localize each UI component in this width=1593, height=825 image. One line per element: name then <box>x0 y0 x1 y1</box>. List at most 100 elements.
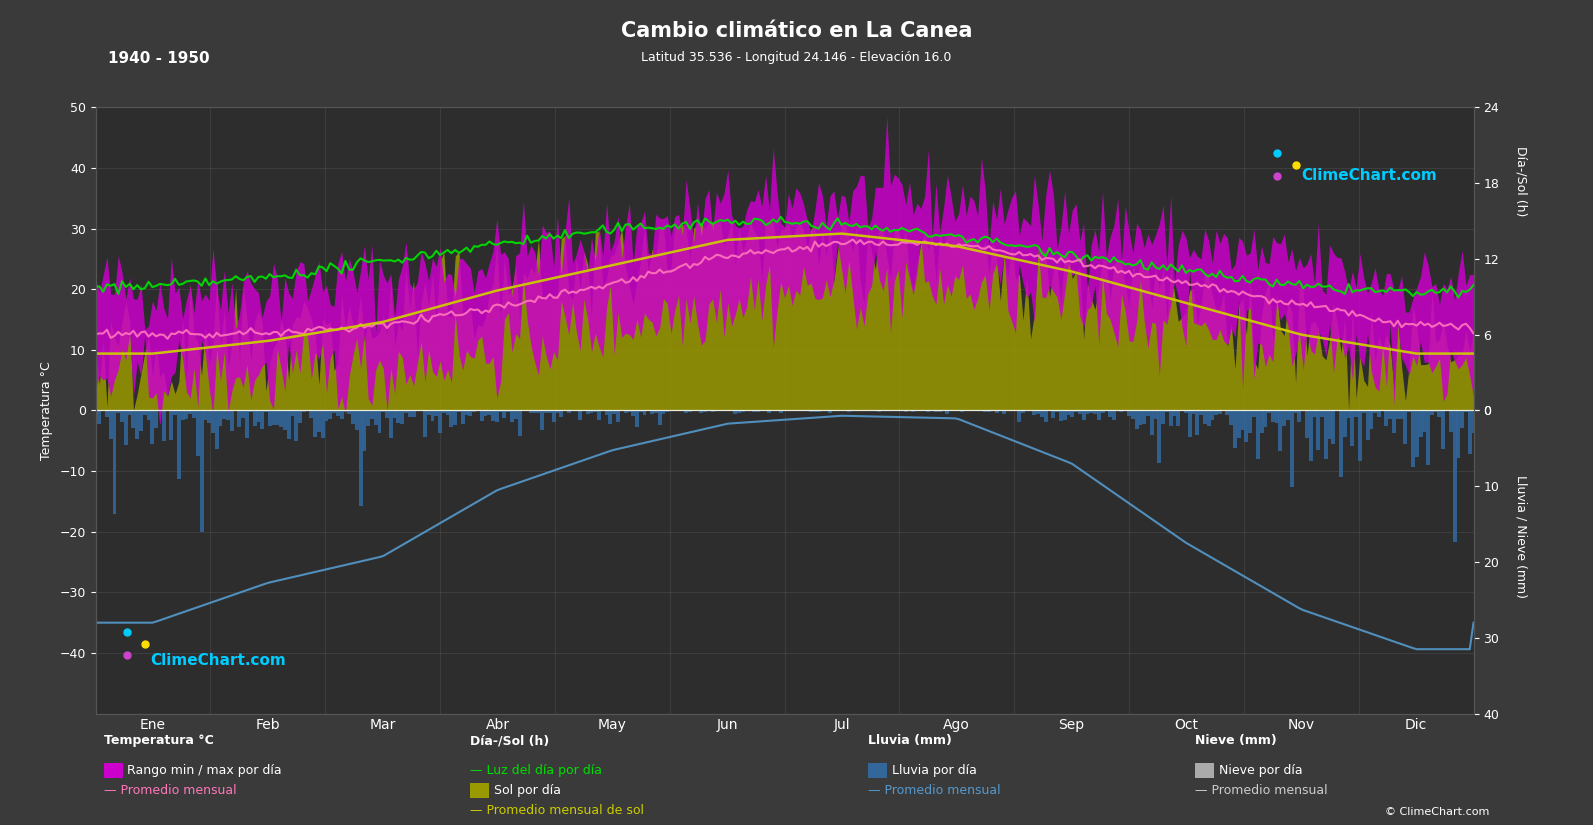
Bar <box>1096 411 1101 420</box>
Bar <box>1158 411 1161 463</box>
Text: 1940 - 1950: 1940 - 1950 <box>108 51 210 66</box>
Bar <box>1230 411 1233 425</box>
Bar <box>237 411 242 427</box>
Bar <box>449 411 454 427</box>
Bar <box>249 411 253 412</box>
Bar <box>892 411 897 412</box>
Bar <box>1120 411 1123 412</box>
Bar <box>1145 411 1150 417</box>
Bar <box>268 411 272 426</box>
Bar <box>1188 411 1192 436</box>
Bar <box>295 411 298 441</box>
Bar <box>612 411 616 414</box>
Bar <box>1059 411 1063 421</box>
Bar <box>556 411 559 412</box>
Bar <box>147 411 151 420</box>
Bar <box>446 411 449 415</box>
Y-axis label: Temperatura °C: Temperatura °C <box>40 361 53 460</box>
Bar <box>223 411 226 419</box>
Text: Latitud 35.536 - Longitud 24.146 - Elevación 16.0: Latitud 35.536 - Longitud 24.146 - Eleva… <box>642 51 951 64</box>
Bar <box>1442 411 1445 449</box>
Bar <box>454 411 457 426</box>
Bar <box>400 411 405 423</box>
Text: Rango min / max por día: Rango min / max por día <box>127 764 282 777</box>
Bar <box>605 411 609 415</box>
Bar <box>1332 411 1335 444</box>
Bar <box>1392 411 1395 432</box>
Bar <box>207 411 212 423</box>
Bar <box>586 411 589 413</box>
Bar <box>771 411 776 412</box>
Bar <box>392 411 397 417</box>
Bar <box>150 411 155 444</box>
Bar <box>567 411 570 413</box>
Bar <box>331 411 336 412</box>
Bar <box>427 411 430 415</box>
Bar <box>593 411 597 412</box>
Bar <box>1070 411 1074 417</box>
Bar <box>1340 411 1343 478</box>
Bar <box>994 411 999 413</box>
Bar <box>284 411 287 431</box>
Text: Temperatura °C: Temperatura °C <box>104 734 213 747</box>
Bar <box>386 411 389 418</box>
Bar <box>132 411 135 428</box>
Bar <box>139 411 143 431</box>
Bar <box>1142 411 1145 423</box>
Bar <box>358 411 363 506</box>
Bar <box>1274 411 1279 423</box>
Bar <box>241 411 245 418</box>
Bar <box>710 411 715 412</box>
Bar <box>430 411 435 422</box>
Bar <box>961 411 964 412</box>
Bar <box>1101 411 1104 412</box>
Bar <box>933 411 938 412</box>
Bar <box>1415 411 1419 457</box>
Bar <box>752 411 757 412</box>
Bar <box>1032 411 1037 415</box>
Bar <box>185 411 188 419</box>
Bar <box>1164 411 1169 412</box>
Bar <box>1249 411 1252 432</box>
Bar <box>1313 411 1316 417</box>
Bar <box>484 411 487 416</box>
Bar <box>188 411 193 414</box>
Bar <box>1192 411 1195 414</box>
Bar <box>1411 411 1415 467</box>
Bar <box>479 411 484 421</box>
Bar <box>309 411 314 417</box>
Text: Lluvia / Nieve (mm): Lluvia / Nieve (mm) <box>1515 474 1528 598</box>
Bar <box>1233 411 1238 448</box>
Bar <box>1128 411 1131 417</box>
Bar <box>1093 411 1098 414</box>
Bar <box>945 411 949 414</box>
Bar <box>1200 411 1203 415</box>
Bar <box>499 411 503 412</box>
Bar <box>515 411 518 419</box>
Bar <box>1305 411 1309 438</box>
Bar <box>1150 411 1153 436</box>
Bar <box>1104 411 1109 412</box>
Bar <box>1214 411 1219 415</box>
Text: — Promedio mensual: — Promedio mensual <box>1195 784 1327 797</box>
Bar <box>196 411 199 455</box>
Bar <box>1021 411 1024 413</box>
Bar <box>1112 411 1115 420</box>
Bar <box>350 411 355 424</box>
Bar <box>878 411 881 412</box>
Bar <box>362 411 366 450</box>
Bar <box>1426 411 1431 464</box>
Bar <box>1472 411 1475 432</box>
Bar <box>545 411 548 412</box>
Bar <box>623 411 628 412</box>
Bar <box>253 411 256 426</box>
Bar <box>290 411 295 416</box>
Bar <box>647 411 650 412</box>
Bar <box>344 411 347 412</box>
Bar <box>1362 411 1365 413</box>
Text: Día-/Sol (h): Día-/Sol (h) <box>470 734 550 747</box>
Bar <box>287 411 290 439</box>
Bar <box>441 411 446 412</box>
Bar <box>1241 411 1244 430</box>
Bar <box>738 411 741 413</box>
